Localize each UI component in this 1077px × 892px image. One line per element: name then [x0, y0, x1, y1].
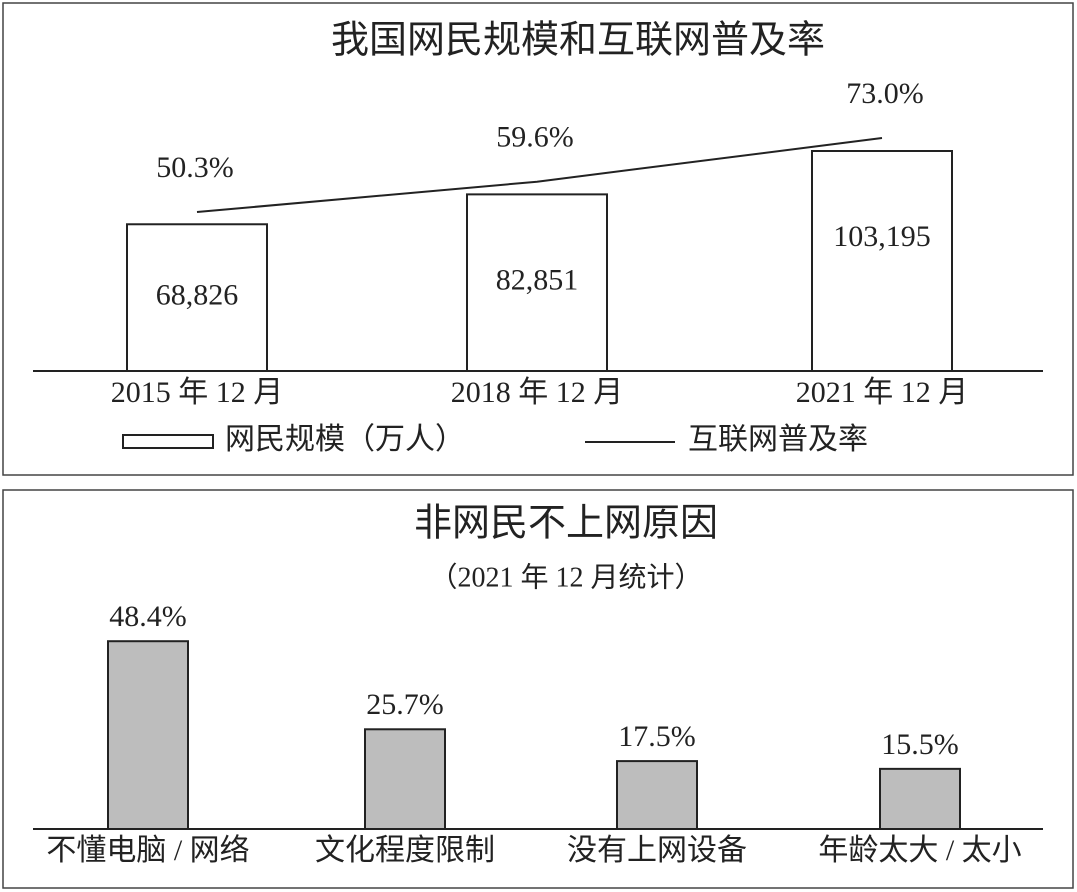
bar-value-label: 15.5%	[881, 728, 959, 761]
bar	[466, 193, 608, 372]
x-tick-label: 没有上网设备	[567, 834, 747, 867]
bar-value-label: 25.7%	[366, 688, 444, 721]
line	[196, 137, 883, 214]
bar	[616, 760, 698, 830]
legend-label: 网民规模（万人）	[225, 423, 465, 456]
x-tick-label: 年龄太大 / 太小	[818, 834, 1021, 867]
bar-value-label: 17.5%	[618, 720, 696, 753]
x-tick-label: 不懂电脑 / 网络	[46, 834, 249, 867]
x-tick-label: 文化程度限制	[315, 834, 495, 867]
bar-value-label: 48.4%	[109, 600, 187, 633]
line-value-label: 59.6%	[496, 121, 574, 154]
legend-label: 互联网普及率	[688, 423, 868, 456]
panel-top	[2, 2, 1074, 476]
line-value-label: 73.0%	[846, 77, 924, 110]
bar	[364, 728, 446, 830]
chart-subtitle: （2021 年 12 月统计）	[429, 561, 702, 593]
bar-value-label: 68,826	[156, 279, 239, 312]
line-value-label: 50.3%	[156, 151, 234, 184]
x-tick-label: 2015 年 12 月	[111, 376, 284, 409]
bar-value-label: 82,851	[496, 264, 579, 297]
x-tick-label: 2021 年 12 月	[796, 376, 969, 409]
chart-title: 我国网民规模和互联网普及率	[331, 20, 825, 62]
bar	[811, 150, 953, 372]
bar-value-label: 103,195	[833, 220, 931, 253]
panel-bottom	[2, 489, 1074, 889]
bar	[126, 223, 268, 372]
bar	[879, 767, 961, 830]
chart-title: 非网民不上网原因	[414, 503, 718, 545]
legend-swatch	[122, 434, 214, 449]
bar	[107, 640, 189, 831]
x-tick-label: 2018 年 12 月	[451, 376, 624, 409]
